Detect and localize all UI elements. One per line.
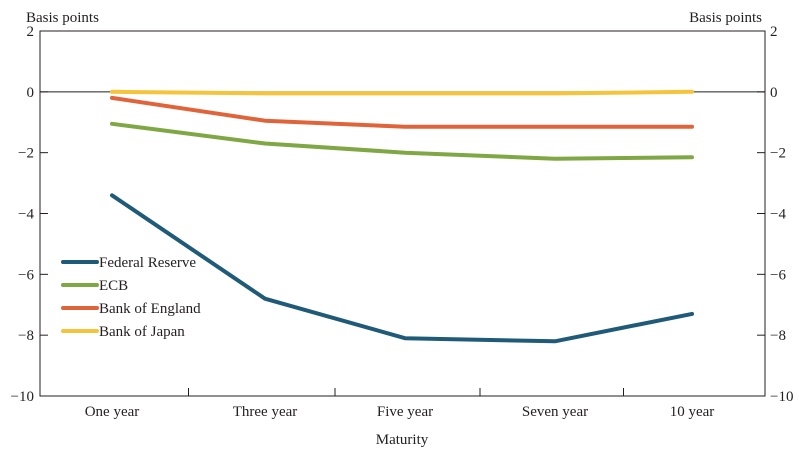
left-axis-title: Basis points [26,10,99,26]
y-tick-label-left: 0 [27,85,35,101]
legend: Federal Reserve ECB Bank of England Bank of… [61,255,201,340]
x-tick-label: Three year [233,404,298,420]
legend-label: ECB [99,278,128,294]
series-line-ecb [110,121,694,161]
legend-label: Bank of England [99,301,201,317]
plot-frame [39,30,766,397]
series-lines [110,89,694,344]
y-tick-label-right: 0 [770,85,778,101]
legend-label: Bank of Japan [99,324,185,340]
x-tick-label: Five year [377,404,433,420]
series-line-bank-of-england [110,95,694,129]
x-axis-title: Maturity [376,432,429,448]
y-tick-label-left: −8 [18,328,34,344]
y-tick-label-right: −10 [770,389,793,405]
y-tick-label-right: −4 [770,207,786,223]
x-tick-label: Seven year [522,404,588,420]
y-tick-label-left: −10 [11,389,34,405]
y-tick-label-left: −4 [18,207,34,223]
y-tick-label-right: −6 [770,267,786,283]
y-tick-label-left: −6 [18,267,34,283]
series-line-federal-reserve [110,193,694,344]
y-tick-label-left: 2 [27,24,35,40]
series-line-bank-of-japan [110,89,694,96]
y-tick-label-right: −8 [770,328,786,344]
y-tick-label-right: −2 [770,146,786,162]
y-tick-label-right: 2 [770,24,778,40]
x-tick-label: One year [85,404,140,420]
axis-ticks: 2 2 0 0 −2 −2 −4 −4 −6 −6 −8 −8 −10 −10 One year Three … [11,24,794,420]
x-tick-label: 10 year [670,404,715,420]
y-tick-label-left: −2 [18,146,34,162]
legend-label: Federal Reserve [99,255,196,271]
right-axis-title: Basis points [689,10,762,26]
